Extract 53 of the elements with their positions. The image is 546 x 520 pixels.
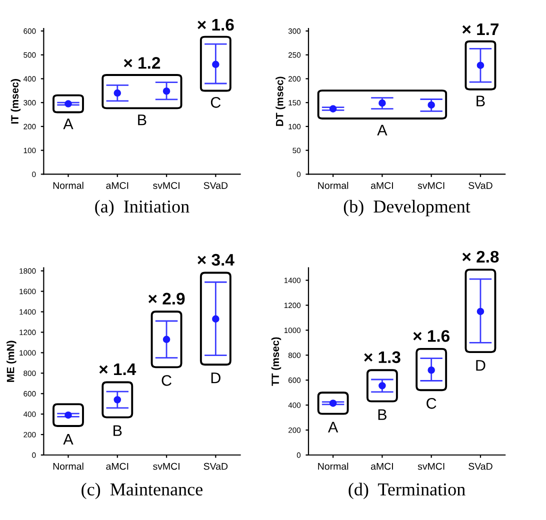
- text: (c) Maintenance: [82, 482, 202, 500]
- x-tick-label: aMCI: [371, 462, 393, 470]
- point: [329, 105, 337, 112]
- point: [378, 99, 386, 107]
- annotation: × 1.6: [413, 330, 450, 342]
- point: [114, 89, 122, 97]
- x-tick-label: aMCI: [106, 462, 128, 470]
- x-tick-label: SVaD: [468, 182, 492, 189]
- annotation: × 1.6: [198, 18, 234, 31]
- x-tick-label: aMCI: [371, 182, 393, 189]
- x-tick-label: aMCI: [106, 182, 128, 189]
- y-axis-title: DT (msec): [276, 76, 286, 126]
- point: [476, 62, 484, 69]
- annotation: A: [63, 118, 74, 130]
- text: (d) Termination: [348, 482, 466, 500]
- annotation: × 1.7: [462, 24, 499, 35]
- annotation: B: [114, 425, 122, 436]
- x-tick-label: svMCI: [153, 462, 180, 470]
- y-axis-title: IT (msec): [10, 79, 21, 124]
- point: [162, 87, 170, 95]
- x-tick-label: Normal: [318, 462, 348, 470]
- x-tick-label: SVaD: [204, 182, 228, 189]
- annotation: C: [210, 97, 221, 108]
- point: [212, 60, 220, 68]
- annotation: D: [211, 372, 220, 384]
- text: (b) Development: [344, 200, 470, 216]
- annotation: A: [377, 124, 388, 136]
- annotation: B: [476, 96, 485, 106]
- annotation: D: [476, 360, 486, 371]
- annotation: × 2.9: [148, 292, 185, 305]
- x-tick-label: SVaD: [468, 462, 492, 470]
- annotation: B: [138, 114, 146, 126]
- x-tick-label: svMCI: [153, 182, 180, 189]
- text: × 2.8: [462, 250, 499, 263]
- x-tick-label: Normal: [53, 182, 84, 189]
- x-tick-label: SVaD: [204, 462, 228, 470]
- annotation: B: [378, 409, 386, 420]
- x-tick-label: Normal: [53, 462, 84, 470]
- annotation: × 1.4: [99, 364, 136, 376]
- y-axis-title: ME (mN): [6, 340, 16, 382]
- x-tick-label: svMCI: [418, 182, 444, 189]
- y-axis-title: TT (msec): [271, 337, 282, 386]
- point: [428, 101, 435, 109]
- annotation: × 1.2: [124, 57, 160, 69]
- annotation: C: [162, 375, 172, 386]
- text: × 3.4: [198, 254, 234, 266]
- annotation: C: [426, 398, 436, 409]
- annotation: A: [328, 422, 338, 432]
- x-tick-label: Normal: [318, 182, 348, 189]
- x-tick-label: svMCI: [418, 462, 444, 470]
- text: (a) Initiation: [95, 200, 190, 216]
- annotation: A: [63, 434, 74, 445]
- annotation: × 1.3: [364, 351, 400, 364]
